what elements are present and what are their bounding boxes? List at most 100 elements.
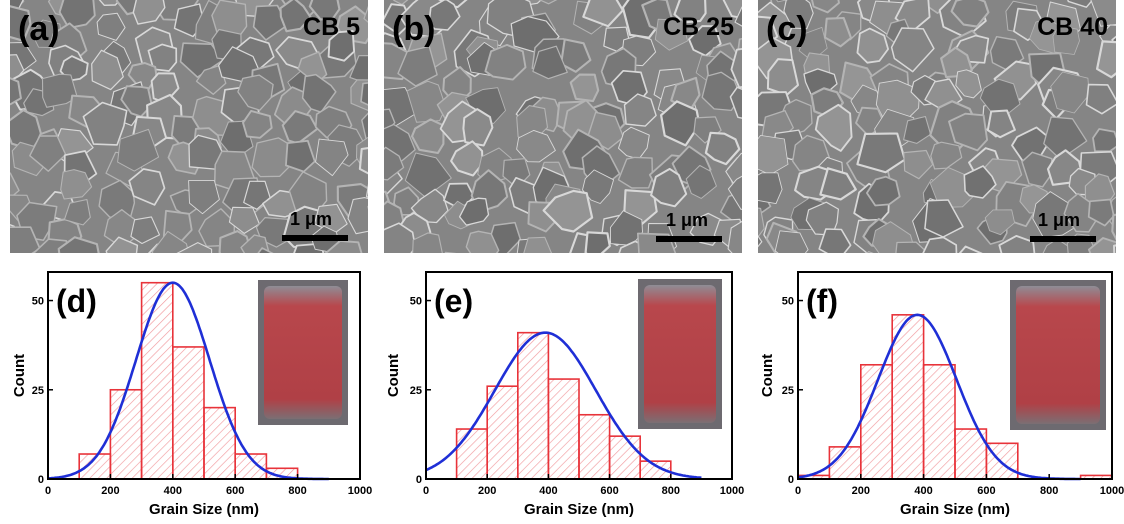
sem-grain (984, 209, 1016, 236)
y-axis-label: Count (759, 354, 776, 397)
sem-grain (360, 82, 368, 106)
sem-grain (363, 5, 368, 23)
histogram-d: 0 200 400 600 800 1000 0 25 50 Grain Size (nm) Cou… (11, 271, 372, 518)
sem-grain (856, 132, 906, 174)
sem-grain (660, 100, 701, 147)
scale-text-c: 1 μm (1038, 210, 1081, 230)
sem-grain (1111, 213, 1116, 241)
sem-grain (998, 234, 1036, 253)
sem-grain (758, 172, 783, 205)
scale-text-a: 1 μm (290, 209, 333, 229)
sem-grain (930, 141, 963, 170)
sem-grain (758, 207, 765, 238)
scale-bar-c (1030, 236, 1096, 242)
sem-grain (617, 156, 654, 189)
sem-grain (98, 0, 122, 7)
x-axis-label: Grain Size (nm) (524, 501, 634, 518)
panel-label: (e) (434, 283, 473, 319)
sem-grain (955, 69, 982, 99)
panel-label-c: (c) (766, 10, 808, 48)
sem-grain (10, 5, 32, 42)
panel-label-a: (a) (18, 10, 60, 48)
histogram-bar (922, 363, 956, 480)
sem-grain (866, 175, 901, 207)
sem-grain (384, 146, 405, 181)
gaussian-fit-curve (797, 313, 1081, 481)
scale-text-b: 1 μm (666, 210, 709, 230)
x-tick-label: 0 (795, 485, 801, 497)
histogram-bar (891, 314, 925, 480)
sem-grain (856, 27, 890, 64)
sem-grain (811, 0, 840, 14)
sem-grain (823, 16, 853, 48)
sem-grain (774, 230, 809, 253)
x-axis-label: Grain Size (nm) (900, 501, 1010, 518)
sem-grain (958, 245, 983, 253)
sem-grain (865, 251, 874, 253)
sem-grain (228, 206, 260, 234)
sem-grain (924, 199, 964, 238)
sem-grain (758, 235, 763, 248)
x-tick-label: 800 (288, 485, 306, 497)
sem-grain (1067, 0, 1094, 8)
x-tick-label: 200 (852, 485, 870, 497)
gaussian-fit-curve (47, 281, 329, 481)
histogram-e: 0 200 400 600 800 1000 0 25 50 Grain Size (nm) Cou… (385, 271, 744, 518)
sem-grain (10, 226, 41, 253)
sem-grain (176, 242, 213, 253)
sem-grain (315, 138, 349, 177)
x-tick-label: 200 (101, 485, 119, 497)
sem-grain (128, 168, 166, 206)
sem-grain (10, 77, 22, 106)
plot-frame (47, 271, 361, 480)
y-axis-label: Count (11, 354, 28, 397)
plot-frame (797, 271, 1113, 480)
y-tick-label: 0 (416, 474, 422, 486)
sem-grain (365, 183, 368, 198)
sem-grain (538, 0, 558, 5)
sem-grain (814, 103, 853, 152)
sem-texture-a (10, 0, 368, 253)
sem-grain (120, 85, 153, 118)
sem-grain (1021, 151, 1054, 188)
sem-grain (392, 0, 409, 6)
sem-grain (1085, 83, 1116, 115)
histogram-bar (172, 346, 205, 480)
x-axis-label: Grain Size (nm) (149, 501, 259, 518)
histogram-bar (109, 388, 143, 480)
x-tick-label: 600 (226, 485, 244, 497)
sem-grain (458, 197, 490, 226)
x-tick-label: 800 (1040, 485, 1058, 497)
sem-grain (734, 6, 742, 27)
sem-grain (347, 197, 368, 235)
sem-grain (1090, 0, 1116, 27)
x-tick-label: 0 (423, 485, 429, 497)
sem-grain (685, 165, 717, 199)
sem-grain (57, 236, 100, 253)
sem-panel-c: (c) CB 40 1 μm (758, 0, 1116, 253)
sem-grain (105, 236, 139, 253)
y-tick-label: 25 (782, 385, 794, 397)
sem-grain (730, 48, 742, 89)
sem-grain (410, 118, 445, 155)
sem-grain (922, 236, 958, 253)
sem-grain (242, 109, 273, 139)
histogram-bar (547, 378, 580, 480)
sem-texture-b (384, 0, 742, 253)
sem-grain (406, 80, 447, 123)
sem-panel-a: (a) CB 5 1 μm (10, 0, 368, 253)
sample-label-b: CB 25 (663, 13, 734, 41)
histogram-bar (455, 428, 488, 480)
sem-grain (903, 149, 934, 180)
sem-grain (818, 228, 852, 253)
sem-grain (516, 129, 556, 163)
sem-grain (704, 131, 741, 166)
sem-grain (130, 216, 161, 245)
sem-grain (412, 232, 443, 253)
histogram-bar (486, 385, 519, 480)
sem-grain (963, 165, 997, 199)
sem-grain (60, 169, 93, 200)
sem-grain (890, 27, 935, 73)
sem-grain (361, 112, 368, 144)
x-tick-label: 1000 (348, 485, 372, 497)
